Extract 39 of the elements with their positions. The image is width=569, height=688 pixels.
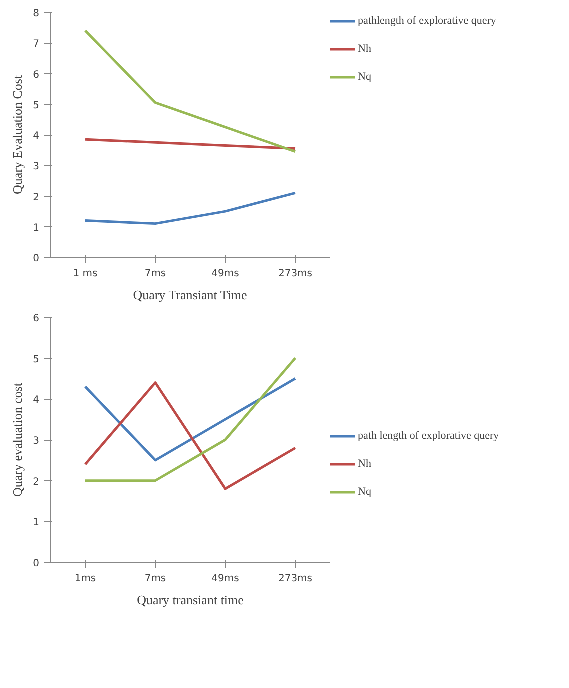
legend-label: pathlength of explorative query: [358, 15, 496, 27]
x-tick-label: 7ms: [144, 574, 166, 584]
y-tick-label: 6: [33, 314, 40, 324]
y-tick-label: 0: [33, 558, 40, 570]
y-tick-label: 5: [33, 354, 40, 366]
y-tick-label: 3: [33, 436, 40, 447]
y-tick-label: 5: [33, 100, 40, 112]
x-tick-label: 273ms: [278, 268, 313, 280]
x-axis-title: Quary Transiant Time: [133, 288, 248, 302]
x-tick-label: 1 ms: [73, 268, 98, 280]
line-series: [84, 378, 297, 462]
x-tick-label: 273ms: [278, 574, 313, 584]
line-series: [84, 138, 297, 150]
legend-label: Nq: [358, 71, 372, 83]
y-axis-title: Quary evaluation cost: [10, 382, 26, 498]
y-tick-label: 6: [33, 70, 40, 81]
y-tick-label: 1: [33, 518, 40, 529]
x-tick-label: 49ms: [212, 574, 240, 584]
line-series: [84, 192, 297, 226]
y-tick-label: 2: [33, 476, 40, 488]
line-series: [84, 382, 297, 490]
x-tick-label: 7ms: [144, 268, 166, 280]
legend-label: Nq: [358, 486, 372, 498]
x-axis-title: Quary transiant time: [137, 592, 244, 608]
x-tick-label: 1ms: [74, 574, 96, 584]
y-tick-label: 2: [33, 192, 40, 204]
legend-label: Nh: [358, 43, 372, 55]
y-tick-label: 4: [33, 131, 40, 142]
legend-label: path length of explorative query: [358, 430, 500, 442]
line-series: [84, 30, 297, 154]
y-axis-title: Quary Evaluation Cost: [10, 75, 26, 195]
legend-label: Nh: [358, 458, 372, 470]
y-tick-label: 7: [33, 39, 40, 50]
x-tick-label: 49ms: [212, 268, 240, 280]
y-tick-label: 0: [33, 254, 40, 264]
y-tick-label: 1: [33, 222, 40, 234]
y-tick-label: 8: [33, 8, 40, 20]
y-tick-label: 4: [33, 395, 40, 406]
y-tick-label: 3: [33, 162, 40, 173]
